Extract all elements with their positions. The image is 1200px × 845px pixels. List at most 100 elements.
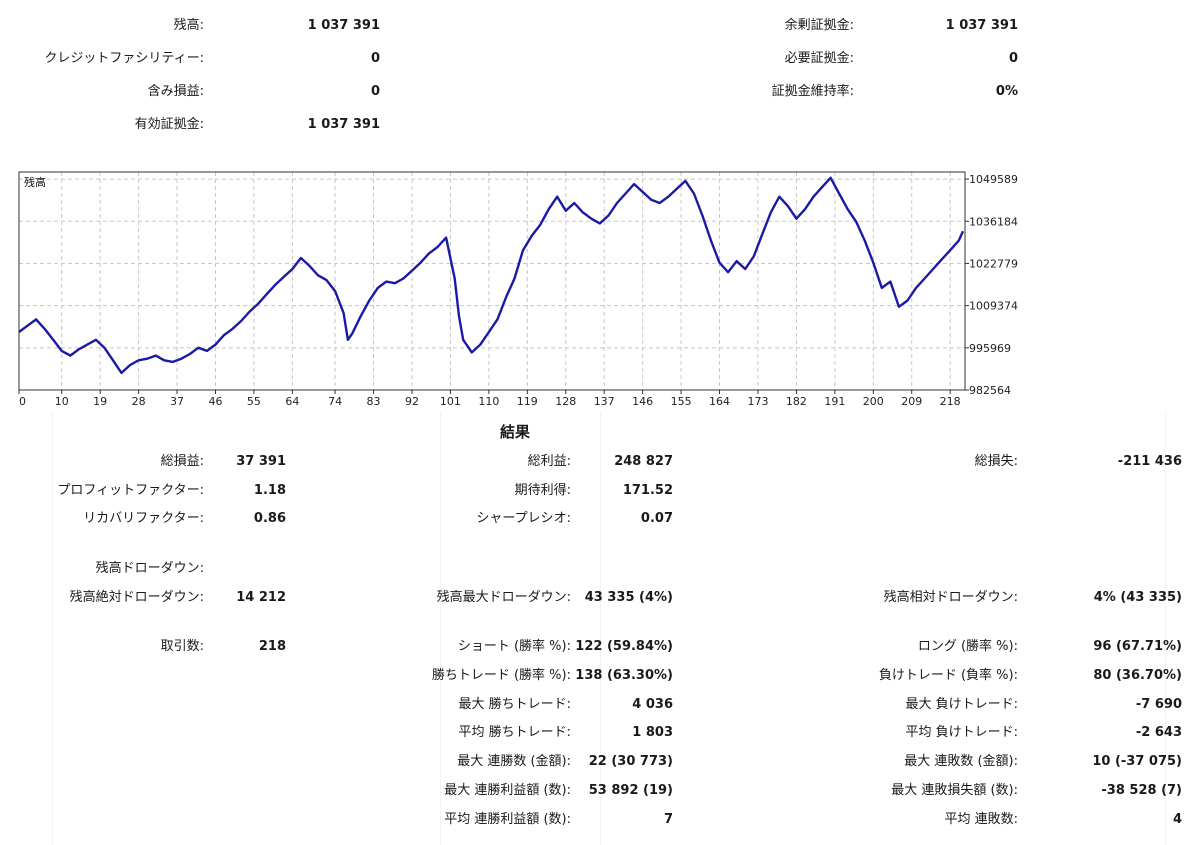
max-consecutive-profit-value: 53 892 (19) [588,783,673,798]
long-trades-value: 96 (67.71%) [1093,639,1182,654]
total-trades-value: 218 [258,639,286,654]
gross-loss-value: -211 436 [1117,454,1182,469]
y-tick-label: 1009374 [969,300,1018,313]
largest-profit-trade-label: 最大 勝ちトレード: [458,697,571,712]
equity-value: 1 037 391 [307,117,380,132]
x-tick-label: 46 [208,395,222,408]
average-consecutive-wins-value: 7 [663,812,673,827]
max-consecutive-wins-value: 22 (30 773) [588,754,673,769]
profit-factor-value: 1.18 [253,483,286,498]
absolute-drawdown-value: 14 212 [236,590,286,605]
gross-profit-label: 総利益: [527,454,571,469]
average-consecutive-losses-value: 4 [1172,812,1182,827]
margin-level-label: 証拠金維持率: [771,84,854,99]
x-tick-label: 64 [285,395,299,408]
x-tick-label: 191 [824,395,845,408]
expected-payoff-value: 171.52 [622,483,673,498]
balance-line-group [18,176,965,375]
sharpe-ratio-label: シャープレシオ: [476,511,571,526]
x-tick-label: 37 [170,395,184,408]
balance-chart-svg: 残高 1049589 1036184 1022779 1009374 995969 982… [18,171,1018,408]
x-tick-label: 0 [19,395,26,408]
total-net-profit-label: 総損益: [160,454,204,469]
loss-trades-value: 80 (36.70%) [1093,668,1182,683]
column-divider [52,412,53,845]
x-tick-label: 200 [863,395,884,408]
y-tick-label: 995969 [969,342,1011,355]
x-tick-label: 155 [671,395,692,408]
x-tick-label: 83 [367,395,381,408]
x-tick-label: 209 [901,395,922,408]
x-tick-label: 164 [709,395,730,408]
x-tick-label: 55 [247,395,261,408]
profit-factor-label: プロフィットファクター: [57,483,204,498]
largest-loss-trade-label: 最大 負けトレード: [905,697,1018,712]
y-axis-ticks: 1049589 1036184 1022779 1009374 995969 982564 [965,173,1018,397]
short-trades-value: 122 (59.84%) [575,639,673,654]
x-tick-label: 119 [517,395,538,408]
max-consecutive-wins-label: 最大 連勝数 (金額): [457,754,571,769]
average-consecutive-wins-label: 平均 連勝利益額 (数): [444,812,571,827]
x-tick-label: 146 [632,395,653,408]
x-tick-label: 128 [555,395,576,408]
x-tick-label: 10 [55,395,69,408]
x-tick-label: 101 [440,395,461,408]
recovery-factor-label: リカバリファクター: [83,511,204,526]
largest-loss-trade-value: -7 690 [1135,697,1182,712]
relative-drawdown-label: 残高相対ドローダウン: [883,590,1018,605]
maximal-drawdown-label: 残高最大ドローダウン: [436,590,571,605]
loss-trades-label: 負けトレード (負率 %): [878,668,1018,683]
recovery-factor-value: 0.86 [253,511,286,526]
credit-label: クレジットファシリティー: [44,51,204,66]
x-tick-label: 182 [786,395,807,408]
absolute-drawdown-label: 残高絶対ドローダウン: [69,590,204,605]
x-tick-label: 218 [940,395,961,408]
balance-drawdown-heading: 残高ドローダウン: [95,561,204,576]
balance-series-line [18,176,965,375]
max-consecutive-losses-value: 10 (-37 075) [1092,754,1182,769]
balance-label: 残高: [173,18,204,33]
results-title: 結果 [499,423,530,441]
column-divider [440,412,441,845]
profit-trades-value: 138 (63.30%) [575,668,673,683]
floating-pl-label: 含み損益: [147,84,204,99]
x-tick-label: 92 [405,395,419,408]
x-axis-ticks: 0 10 19 28 37 46 55 64 74 83 92 101 110 119 128 137 146 1… [18,390,961,408]
plot-frame [18,171,966,391]
max-consecutive-losses-label: 最大 連敗数 (金額): [904,754,1018,769]
total-net-profit-value: 37 391 [236,454,286,469]
expected-payoff-label: 期待利得: [514,483,571,498]
margin-label: 必要証拠金: [784,51,854,66]
margin-value: 0 [1008,51,1018,66]
average-profit-trade-label: 平均 勝ちトレード: [458,725,571,740]
max-consecutive-profit-label: 最大 連勝利益額 (数): [444,783,571,798]
long-trades-label: ロング (勝率 %): [917,639,1018,654]
x-tick-label: 173 [747,395,768,408]
margin-level-value: 0% [995,84,1018,99]
x-tick-label: 137 [594,395,615,408]
x-tick-label: 28 [132,395,146,408]
x-tick-label: 74 [328,395,342,408]
gross-profit-value: 248 827 [614,454,673,469]
free-margin-label: 余剰証拠金: [784,18,854,33]
floating-pl-value: 0 [370,84,380,99]
chart-grid [19,172,965,391]
credit-value: 0 [370,51,380,66]
max-consecutive-loss-label: 最大 連敗損失額 (数): [891,783,1018,798]
equity-label: 有効証拠金: [134,117,204,132]
y-tick-label: 1036184 [969,215,1018,228]
average-consecutive-losses-label: 平均 連敗数: [944,812,1018,827]
y-tick-label: 1022779 [969,257,1018,270]
x-tick-label: 110 [478,395,499,408]
maximal-drawdown-value: 43 335 (4%) [584,590,673,605]
column-divider [600,412,601,845]
relative-drawdown-value: 4% (43 335) [1093,590,1182,605]
chart-title: 残高 [24,175,46,189]
gross-loss-label: 総損失: [974,454,1018,469]
average-loss-trade-value: -2 643 [1135,725,1182,740]
max-consecutive-loss-value: -38 528 (7) [1101,783,1182,798]
largest-profit-trade-value: 4 036 [632,697,673,712]
balance-value: 1 037 391 [307,18,380,33]
profit-trades-label: 勝ちトレード (勝率 %): [431,668,571,683]
column-divider [1165,412,1166,845]
